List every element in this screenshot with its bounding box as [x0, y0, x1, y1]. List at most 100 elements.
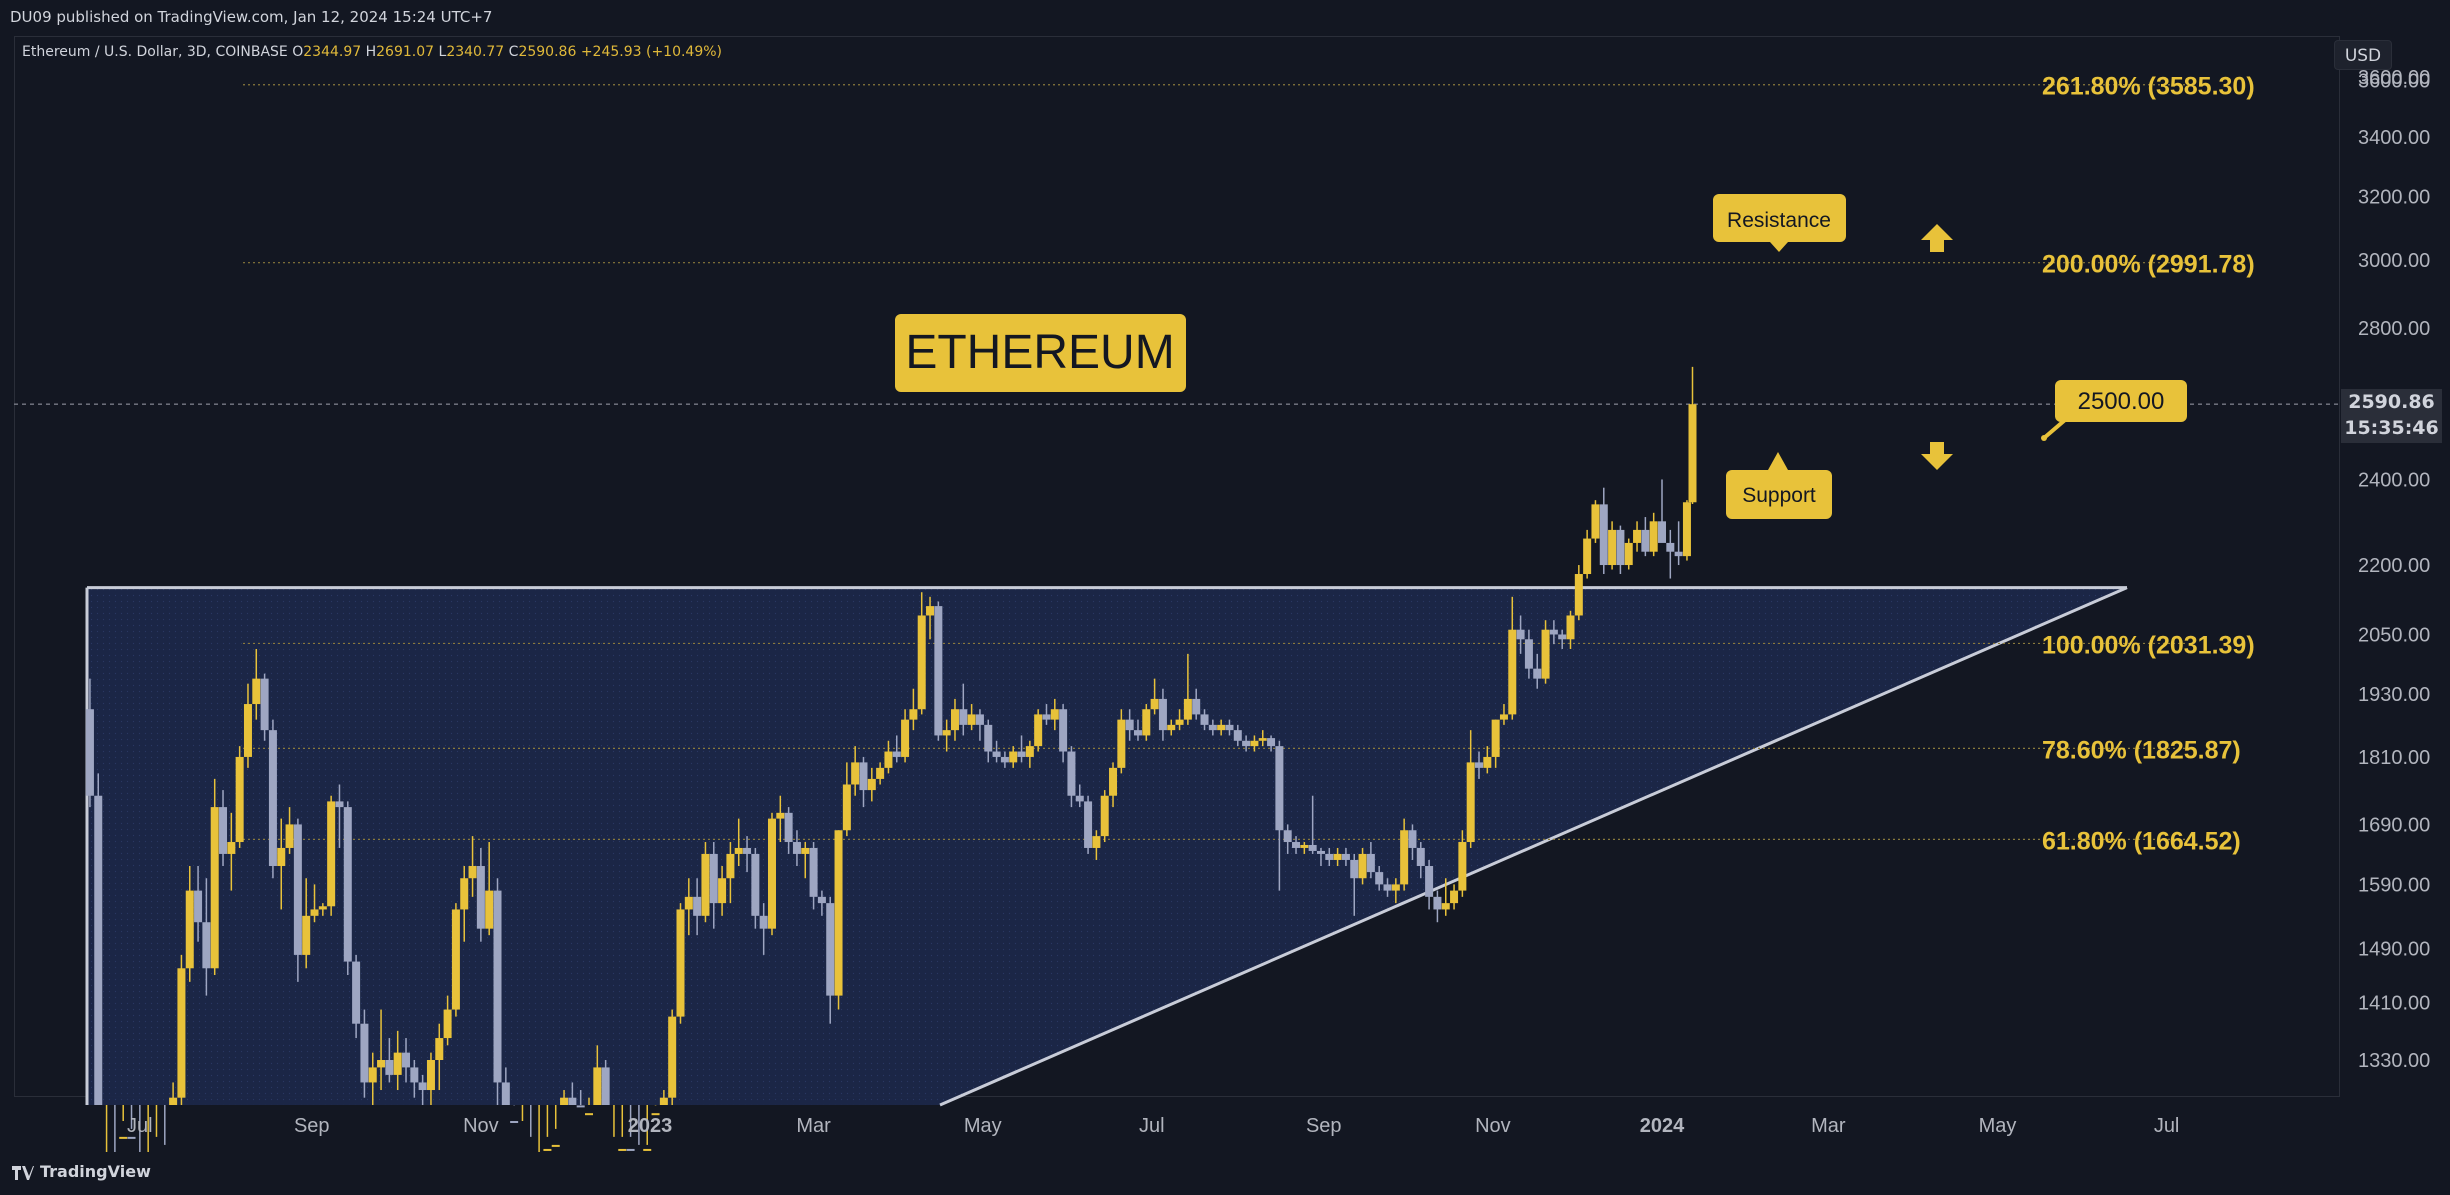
candle-body [1583, 538, 1592, 575]
x-tick-label: Mar [1811, 1115, 1846, 1137]
resistance-label: Resistance [1727, 209, 1831, 232]
candle-body [1408, 830, 1417, 848]
candle-body [859, 762, 868, 791]
candle-body [1200, 714, 1209, 725]
candle-body [194, 890, 203, 923]
candle-body [1633, 529, 1642, 543]
candle-body [285, 824, 294, 848]
x-tick-label: Jul [1139, 1115, 1165, 1137]
y-tick-label: 1810.00 [2358, 747, 2430, 769]
resistance-box [1713, 194, 1846, 242]
currency-button[interactable]: USD [2334, 40, 2392, 70]
tradingview-logo[interactable]: TradingView [12, 1162, 151, 1181]
candle-body [701, 853, 710, 916]
candle-body [1292, 842, 1301, 848]
y-tick-label: 1490.00 [2358, 938, 2430, 960]
candle-body [1158, 698, 1167, 731]
candle-body [1549, 629, 1558, 635]
candle-body [942, 730, 951, 736]
y-tick-label: 2400.00 [2358, 469, 2430, 491]
candle-body [368, 1067, 377, 1083]
candle-body [1183, 698, 1192, 720]
x-tick-label: May [1979, 1115, 2017, 1137]
candle-body [1350, 859, 1359, 879]
y-tick-label: 2050.00 [2358, 624, 2430, 646]
candle-body [751, 853, 760, 916]
y-tick-label: 3400.00 [2358, 127, 2430, 149]
candle-body [1009, 751, 1018, 763]
candle-body [1192, 698, 1201, 715]
y-tick-label: 3000.00 [2358, 250, 2430, 272]
support-box [1726, 470, 1832, 519]
candle-body [1558, 634, 1567, 640]
symbol-legend: Ethereum / U.S. Dollar, 3D, COINBASE O23… [22, 44, 722, 60]
candle-body [851, 762, 860, 785]
candle-body [443, 1009, 452, 1039]
candle-body [1591, 504, 1600, 539]
candle-body [1017, 751, 1026, 757]
candle-body [834, 830, 843, 996]
candle-body [651, 1113, 660, 1116]
candle-body [1441, 903, 1450, 910]
candle-body [1574, 574, 1583, 616]
candle-body [659, 1097, 668, 1105]
candle-body [1641, 529, 1650, 552]
candle-body [435, 1038, 444, 1060]
open-value: 2344.97 [303, 44, 362, 60]
candle-body [992, 751, 1001, 757]
candle-body [1425, 866, 1434, 897]
tradingview-logo-icon [12, 1162, 34, 1181]
candle-body [1433, 896, 1442, 910]
candle-body [235, 756, 244, 843]
triangle-support-line [939, 586, 2128, 1107]
fib-label: 78.60% (1825.87) [2042, 736, 2241, 764]
title-box [895, 314, 1186, 392]
candle-body [352, 961, 361, 1024]
candle-body [460, 878, 469, 910]
y-tick-label: 2800.00 [2358, 318, 2430, 340]
candle-body [1175, 719, 1184, 725]
candle-body [169, 1097, 178, 1105]
fib-label: 61.80% (1664.52) [2042, 827, 2241, 855]
candle-body [1458, 842, 1467, 891]
candle-body [227, 842, 236, 854]
candle-body [543, 1148, 552, 1151]
open-label: O [292, 44, 304, 60]
candle-body [817, 896, 826, 904]
candle-body [1000, 756, 1009, 763]
candle-body [1267, 738, 1276, 747]
candle-body [202, 922, 211, 969]
candle-body [901, 719, 910, 757]
candle-body [402, 1052, 411, 1068]
candle-body [1034, 714, 1043, 747]
candle-body [759, 915, 768, 929]
candle-body [1541, 629, 1550, 679]
candle-body [801, 847, 810, 854]
high-label: H [365, 44, 377, 60]
target-pointer [2042, 418, 2067, 440]
x-tick-label: Mar [796, 1115, 831, 1137]
candle-body [302, 915, 311, 955]
candle-body [327, 801, 336, 907]
symbol-name: Ethereum / U.S. Dollar, 3D, COINBASE [22, 44, 288, 60]
candle-body [1682, 502, 1691, 557]
y-tick-label: 1930.00 [2358, 684, 2430, 706]
candle-body [568, 1097, 577, 1105]
candle-body [310, 909, 319, 916]
candle-body [119, 1136, 128, 1139]
fib-label: 200.00% (2991.78) [2042, 251, 2255, 279]
candle-body [210, 807, 219, 969]
candle-body [1674, 551, 1683, 557]
low-value: 2340.77 [446, 44, 505, 60]
candle-body [293, 824, 302, 955]
candle-body [842, 784, 851, 831]
candle-body [950, 709, 959, 731]
candle-body [1067, 751, 1076, 796]
target-label: 2500.00 [2078, 388, 2165, 415]
candle-body [1117, 719, 1126, 768]
candle-body [252, 678, 261, 705]
candle-body [1616, 529, 1625, 566]
candle-body [618, 1148, 627, 1151]
candle-body [776, 812, 785, 819]
